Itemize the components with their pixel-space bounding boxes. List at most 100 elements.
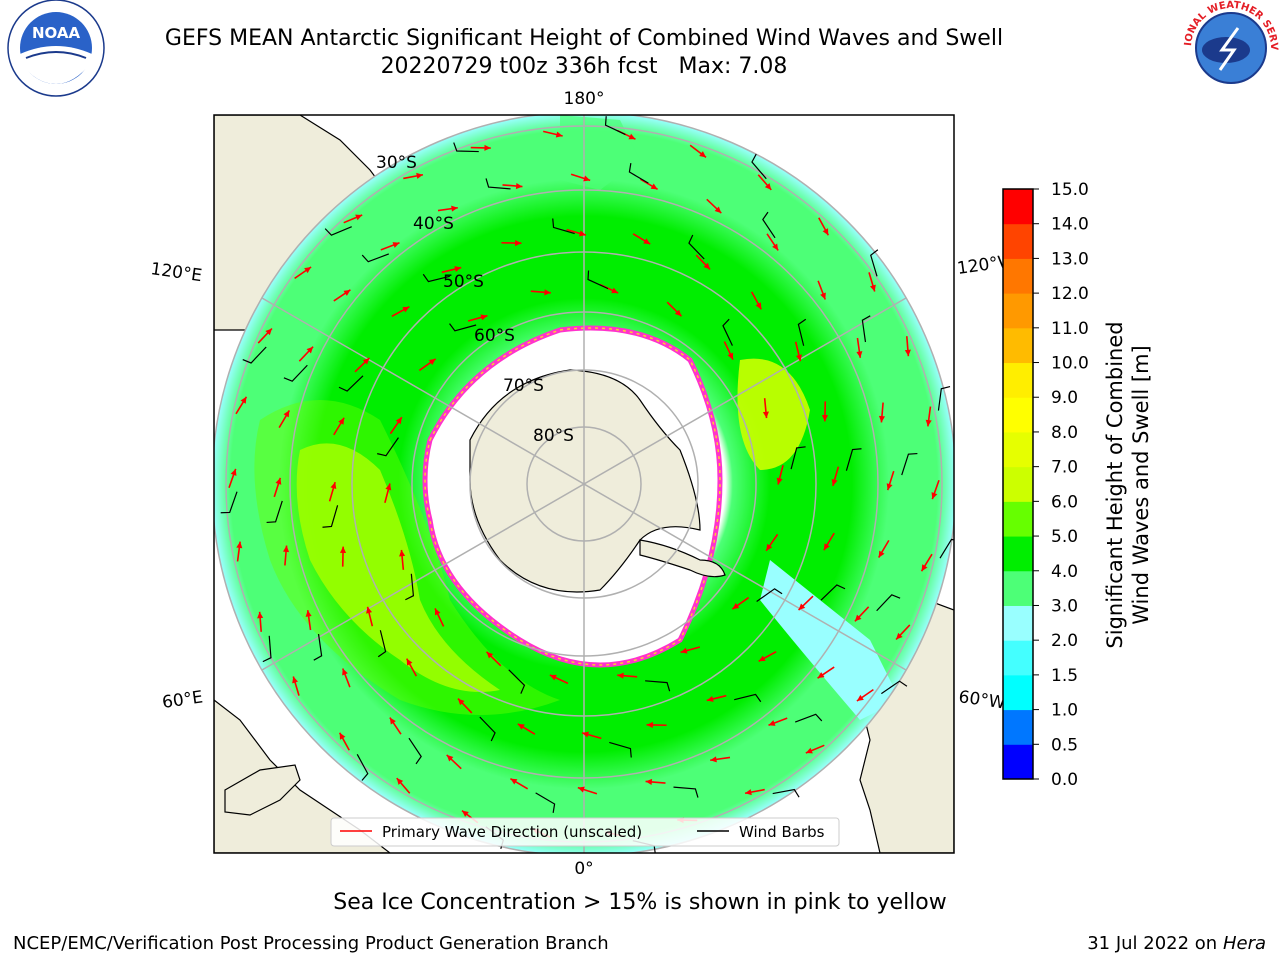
wind-barb <box>881 680 908 695</box>
land-antarctica <box>469 369 701 593</box>
wave-arrow-head <box>931 492 938 500</box>
wind-barb <box>283 364 308 382</box>
colorbar-tick-label: 9.0 <box>1051 388 1078 408</box>
wave-arrow-head <box>283 410 290 418</box>
wave-arrow-head <box>766 543 773 551</box>
wave-arrow-head <box>457 698 465 706</box>
colorbar-bin-13-14 <box>1003 223 1033 259</box>
wave-arrow-head <box>764 183 772 190</box>
wave-arrow-head <box>389 717 396 725</box>
wind-barb <box>609 741 632 758</box>
wind-barb <box>479 716 496 742</box>
colorbar-tick-label: 0.0 <box>1051 770 1078 790</box>
wave-arrow-head <box>343 289 351 296</box>
wave-arrow-head <box>330 482 337 490</box>
nws-logo-icon: NATIONAL WEATHER SERVICE <box>0 0 1279 96</box>
wind-barb <box>734 693 762 703</box>
wave-arrow-head <box>544 289 551 296</box>
colorbar-bin-0.5-1 <box>1003 709 1033 745</box>
wave-arrow-head <box>240 396 247 404</box>
colorbar-tick-label: 3.0 <box>1051 596 1078 616</box>
noaa-logo-text: NOAA <box>32 24 81 42</box>
wave-arrow-head <box>275 477 282 485</box>
wind-barb <box>901 452 918 476</box>
wind-barb <box>552 218 575 235</box>
wind-barb <box>220 491 238 514</box>
colorbar-tick-label: 7.0 <box>1051 458 1078 478</box>
wave-arrow-head <box>555 131 563 138</box>
wave-arrow-head <box>416 172 423 179</box>
colorbar-tick-label: 11.0 <box>1051 319 1089 339</box>
wave-swell-6m-region <box>296 443 500 692</box>
wave-arrow-head <box>510 778 518 785</box>
colorbar-tick-label: 2.0 <box>1051 631 1078 651</box>
colorbar-tick-label: 5.0 <box>1051 527 1078 547</box>
wind-barb <box>845 448 862 471</box>
lat-label-30s: 30°S <box>376 153 417 173</box>
colorbar-tick-label: 1.0 <box>1051 701 1078 721</box>
wave-arrow-head <box>292 676 299 684</box>
wind-barb <box>324 226 352 236</box>
wave-arrow-head <box>402 306 410 313</box>
wind-barb <box>797 318 807 346</box>
colorbar-tick-label: 4.0 <box>1051 562 1078 582</box>
wave-arrow-head <box>515 183 523 190</box>
wind-barb <box>876 594 901 612</box>
wave-arrow-head <box>283 545 290 553</box>
wind-barb <box>820 584 846 601</box>
wave-arrow-head <box>896 632 903 640</box>
wave-direction-arrows <box>228 129 940 839</box>
wave-arrow-head <box>451 205 458 212</box>
wind-barb <box>405 573 415 601</box>
lon-label-60w: 60°W <box>957 687 1006 713</box>
wave-arrow-head <box>515 239 522 247</box>
wind-barb <box>762 211 776 239</box>
wave-arrow-head <box>366 606 373 614</box>
wave-arrow-head <box>776 477 783 485</box>
wind-barb <box>772 788 800 798</box>
colorbar-tick-label: 12.0 <box>1051 284 1089 304</box>
lat-label-80s: 80°S <box>533 426 574 446</box>
wave-arrow-head <box>236 541 243 549</box>
wave-arrow-head <box>727 352 734 360</box>
wave-arrow-head <box>582 731 590 738</box>
colorbar-bin-5-6 <box>1003 501 1033 537</box>
wave-arrow-head <box>854 614 862 622</box>
wind-barb <box>939 538 954 559</box>
wave-arrow-head <box>454 266 462 273</box>
wind-barb <box>628 163 649 184</box>
chart-subtitle: 20220729 t00z 336h fcst Max: 7.08 <box>0 54 1168 79</box>
wave-arrow-head <box>549 674 557 681</box>
antarctica-sea-ice <box>422 325 726 668</box>
wave-arrow-head <box>399 549 406 557</box>
wave-swell-6m-region-east <box>737 358 810 470</box>
wave-arrow-head <box>650 183 658 190</box>
wave-arrow-head <box>396 778 404 785</box>
wave-arrow-head <box>762 411 769 419</box>
lon-label-120e: 120°E <box>149 259 203 286</box>
wind-barb <box>870 249 879 277</box>
wind-barb <box>356 754 369 781</box>
wave-arrow-head <box>878 415 885 423</box>
wave-arrow-head <box>798 603 806 611</box>
legend-wave-direction: Primary Wave Direction (unscaled) <box>382 823 642 841</box>
wave-arrow-head <box>878 550 885 558</box>
colorbar-label: Significant Height of Combined Wind Wave… <box>1103 321 1153 648</box>
sea-ice-caption: Sea Ice Concentration > 15% is shown in … <box>333 890 947 915</box>
colorbar-ticks: 0.0 0.5 1.0 1.5 2.0 3.0 4.0 5.0 6.0 7.0 8.0 9.0 10.0… <box>1033 180 1089 790</box>
wind-barb <box>449 323 477 332</box>
wave-arrow-head <box>517 723 525 730</box>
colorbar-tick-label: 10.0 <box>1051 354 1089 374</box>
wave-arrow-head <box>304 267 312 274</box>
wind-barb <box>688 234 705 260</box>
noaa-logo-icon: NOAA <box>7 0 105 97</box>
wave-arrow-head <box>904 349 911 357</box>
wave-arrow-head <box>821 415 829 422</box>
wind-barb <box>408 737 422 765</box>
wave-arrow-head <box>925 419 932 427</box>
wave-arrow-head <box>338 417 345 425</box>
wave-arrow-head <box>434 608 441 616</box>
wind-barb <box>722 318 733 346</box>
wave-arrow-head <box>257 611 264 619</box>
